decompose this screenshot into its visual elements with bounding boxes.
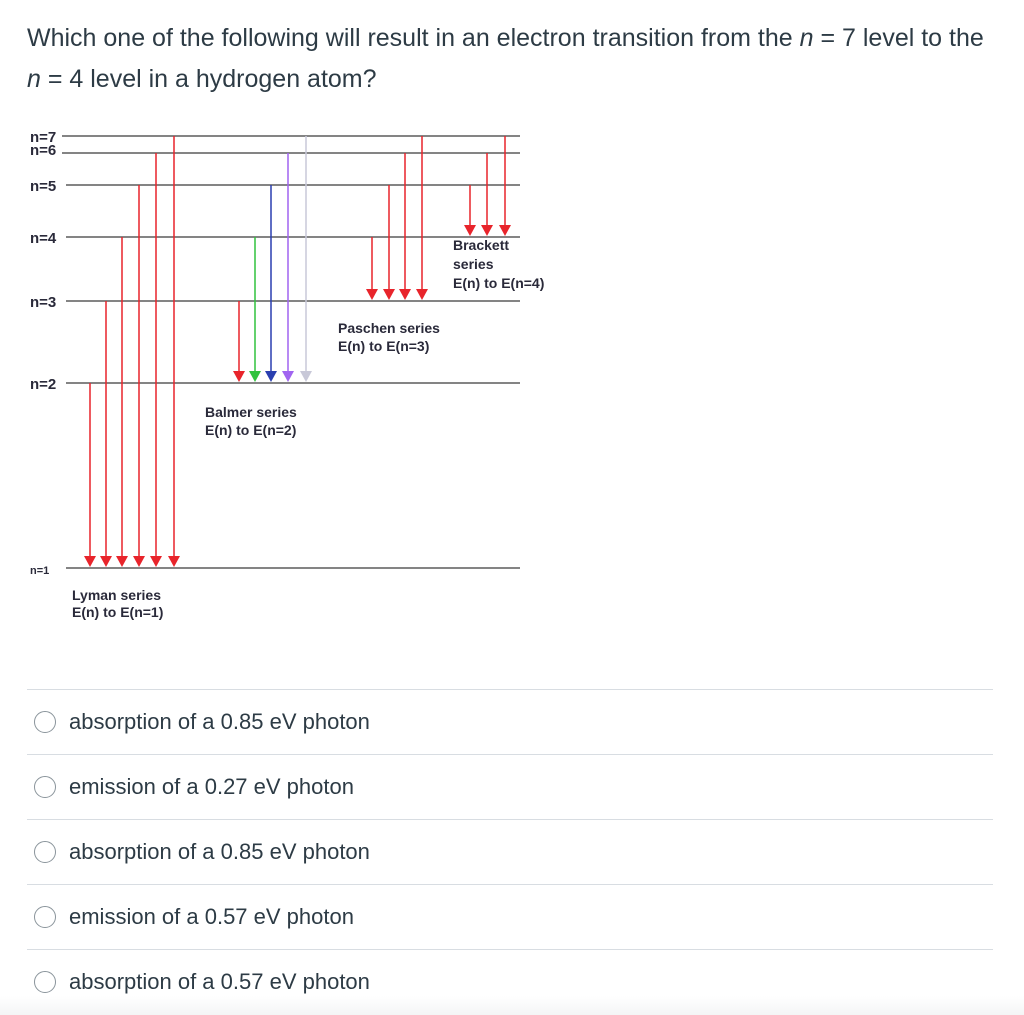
brackett-series-name-line2: series — [453, 256, 494, 272]
brackett-series-name-line1: Brackett — [453, 237, 509, 253]
answer-option[interactable]: absorption of a 0.85 eV photon — [27, 689, 993, 754]
answer-option[interactable]: absorption of a 0.85 eV photon — [27, 819, 993, 884]
energy-level-label: n=3 — [30, 294, 56, 311]
transition-arrow — [499, 136, 511, 236]
transition-arrow — [84, 383, 96, 567]
radio-button[interactable] — [34, 906, 56, 928]
transition-arrow — [233, 301, 245, 382]
transition-arrow — [282, 153, 294, 382]
answer-label: emission of a 0.27 eV photon — [69, 774, 354, 799]
energy-level-label: n=7 — [30, 129, 56, 146]
energy-level-label: n=1 — [30, 565, 49, 577]
transition-arrow — [168, 136, 180, 567]
transition-arrow — [100, 301, 112, 567]
balmer-series-name: Balmer series — [205, 404, 297, 420]
question-text: Which one of the following will result i… — [27, 24, 984, 93]
transition-arrow — [300, 136, 312, 382]
energy-level-label: n=6 — [30, 142, 56, 159]
energy-level-diagram: n=7n=6 n=5 n=4 n=3 n=2 n=1 Lyman series E(n) … — [30, 129, 544, 620]
lyman-series-name: Lyman series — [72, 587, 161, 603]
transition-arrow — [416, 136, 428, 300]
answer-label: absorption of a 0.57 eV photon — [69, 969, 370, 994]
bottom-edge — [0, 996, 1024, 1015]
transition-arrow — [366, 237, 378, 300]
radio-button[interactable] — [34, 711, 56, 733]
transition-arrow — [399, 153, 411, 300]
paschen-series-name: Paschen series — [338, 320, 440, 336]
energy-levels: n=7n=6 n=5 n=4 n=3 n=2 n=1 — [30, 129, 520, 577]
answer-list: absorption of a 0.85 eV photon emission … — [27, 689, 993, 1014]
transition-arrow — [150, 153, 162, 567]
transition-arrow — [383, 185, 395, 300]
lyman-series-formula: E(n) to E(n=1) — [72, 604, 163, 620]
energy-level-label: n=4 — [30, 230, 57, 247]
energy-level-label: n=2 — [30, 376, 56, 393]
transition-arrow — [265, 185, 277, 382]
answer-label: emission of a 0.57 eV photon — [69, 904, 354, 929]
radio-button[interactable] — [34, 841, 56, 863]
answer-option[interactable]: emission of a 0.57 eV photon — [27, 884, 993, 949]
transition-arrow — [464, 185, 476, 236]
transition-arrows — [84, 136, 511, 567]
transition-arrow — [116, 237, 128, 567]
transition-arrow — [481, 153, 493, 236]
energy-level-label: n=5 — [30, 178, 56, 195]
paschen-series-formula: E(n) to E(n=3) — [338, 338, 429, 354]
series-labels: Lyman series E(n) to E(n=1) Balmer serie… — [72, 237, 544, 620]
answer-option[interactable]: absorption of a 0.57 eV photon — [27, 949, 993, 1014]
radio-button[interactable] — [34, 776, 56, 798]
radio-button[interactable] — [34, 971, 56, 993]
transition-arrow — [249, 237, 261, 382]
transition-arrow — [133, 185, 145, 567]
balmer-series-formula: E(n) to E(n=2) — [205, 422, 296, 438]
answer-option[interactable]: emission of a 0.27 eV photon — [27, 754, 993, 819]
brackett-series-formula: E(n) to E(n=4) — [453, 275, 544, 291]
answer-label: absorption of a 0.85 eV photon — [69, 709, 370, 734]
answer-label: absorption of a 0.85 eV photon — [69, 839, 370, 864]
